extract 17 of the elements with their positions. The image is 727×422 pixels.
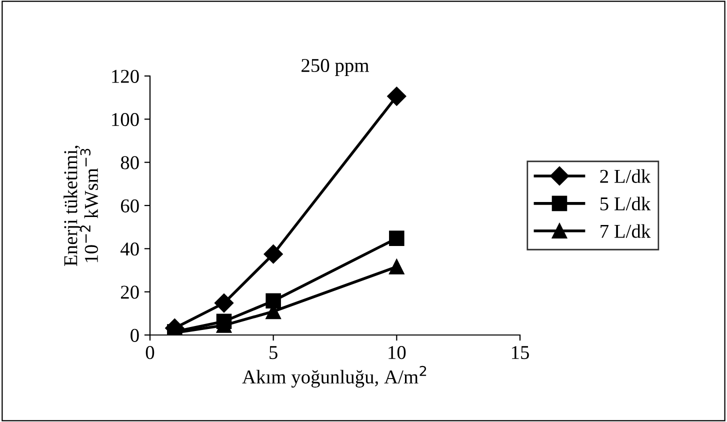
y-axis-title: Enerji tüketimi, 10$^{−2}$ kWsm$^{−3}$ (64, 146, 98, 266)
x-tick-label: 15 (512, 346, 529, 360)
y-tick-label: 60 (120, 199, 139, 212)
y-tick-label: 120 (112, 70, 139, 83)
y-tick-label: 20 (120, 286, 139, 299)
x-tick-label: 0 (146, 346, 154, 360)
x-tick-label: 5 (270, 346, 278, 360)
y-tick-label: 100 (112, 112, 139, 126)
legend-label: 5 L/dk (600, 196, 651, 210)
x-tick-label: 10 (388, 346, 406, 360)
y-tick-label: 40 (120, 242, 139, 256)
legend-label: 2 L/dk (600, 169, 651, 183)
x-axis-title: Akım yoğunluğu, A/m$^{2}$ (242, 366, 426, 388)
chart-title: 250 ppm (302, 58, 369, 76)
legend-label: 7 L/dk (600, 224, 651, 238)
y-tick-label: 80 (120, 156, 139, 170)
y-tick-label: 0 (130, 328, 139, 342)
